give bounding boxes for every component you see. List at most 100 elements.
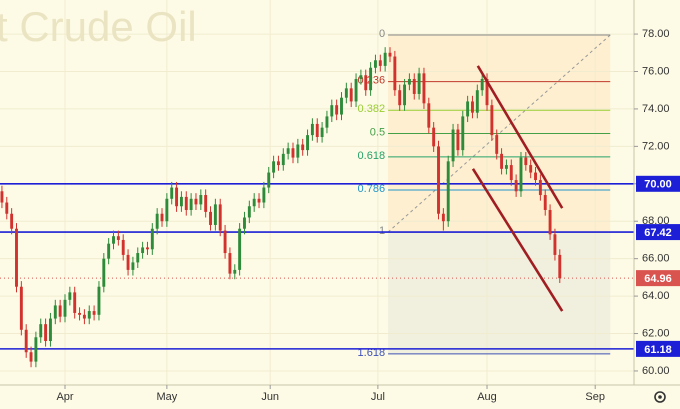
candle-body (354, 78, 358, 102)
candle-body (432, 127, 436, 147)
y-tick-label: 72.00 (642, 140, 670, 152)
candle-body (335, 105, 339, 115)
candle-body (281, 153, 285, 166)
candle-body (446, 161, 450, 222)
candle-body (87, 311, 91, 319)
candle-body (538, 180, 542, 196)
candle-body (150, 228, 154, 250)
candle-body (412, 78, 416, 94)
candle-body (189, 198, 193, 210)
candles (0, 47, 562, 368)
candle-body (349, 88, 353, 102)
candle-body (451, 129, 455, 162)
level-box (636, 175, 680, 192)
candle-body (378, 60, 382, 66)
gear-center[interactable] (658, 395, 662, 399)
candle-body (238, 228, 242, 270)
candle-body (383, 52, 387, 66)
candle-body (475, 90, 479, 113)
candle-body (514, 180, 518, 192)
y-tick-label: 64.00 (642, 290, 670, 302)
candle-body (388, 52, 392, 57)
candle-body (403, 84, 407, 106)
fib-label: 0.618 (358, 150, 386, 162)
level-box (636, 340, 680, 357)
y-tick-label: 62.00 (642, 327, 670, 339)
candle-body (257, 198, 261, 203)
candle-body (78, 312, 82, 315)
candle-body (15, 228, 18, 287)
fib-label: 0 (379, 28, 385, 40)
candle-body (29, 352, 33, 362)
candle-body (165, 198, 169, 222)
candle-body (170, 187, 174, 199)
candle-body (218, 204, 222, 231)
fib-area (388, 35, 611, 354)
candle-body (485, 78, 489, 106)
fib-label: 0.5 (370, 126, 385, 138)
candle-body (73, 292, 77, 313)
axes: 60.0062.0064.0066.0068.0070.0072.0074.00… (56, 28, 680, 403)
candle-body (233, 269, 237, 274)
candle-body (209, 211, 212, 225)
candle-body (359, 75, 363, 79)
candle-body (5, 202, 9, 214)
candle-body (325, 116, 329, 128)
levels (0, 182, 634, 350)
candle-body (10, 213, 14, 229)
candle-body (126, 254, 130, 270)
x-tick-label: Apr (56, 391, 73, 403)
candle-body (519, 157, 523, 192)
candle-body (155, 213, 159, 229)
candle-body (184, 196, 188, 210)
fib-label: 1 (379, 225, 385, 237)
candle-body (48, 318, 52, 342)
candle-body (179, 196, 183, 207)
trendline (476, 65, 564, 209)
candle-body (247, 206, 251, 218)
price-label: 64.96 (644, 273, 672, 285)
candle-body (296, 144, 300, 158)
candle-body (369, 67, 373, 91)
candle-body (437, 146, 440, 214)
candle-body (466, 101, 470, 117)
candle-body (500, 153, 504, 169)
candle-body (39, 324, 43, 338)
candle-body (243, 217, 246, 229)
candle-body (116, 236, 120, 240)
candle-body (136, 253, 140, 263)
candle-body (252, 198, 256, 207)
candle-body (44, 324, 48, 342)
fib-label: 1.618 (358, 347, 386, 359)
candle-body (441, 213, 445, 222)
candle-body (160, 213, 164, 222)
candle-body (364, 75, 368, 91)
candle-body (553, 234, 557, 255)
candle-body (121, 239, 125, 255)
level-label: 61.18 (644, 344, 672, 356)
gear[interactable] (654, 391, 666, 403)
y-tick-label: 66.00 (642, 253, 670, 265)
trendlines (471, 65, 564, 312)
candle-body (310, 123, 314, 136)
candle-body (272, 161, 276, 173)
candle-body (301, 144, 305, 151)
price-box (636, 270, 680, 287)
candle-body (53, 305, 57, 319)
y-tick-label: 74.00 (642, 103, 670, 115)
candle-body (471, 101, 474, 113)
candle-body (107, 243, 111, 259)
candle-body (141, 247, 145, 254)
candle-body (548, 210, 552, 235)
candle-body (102, 258, 106, 287)
settings-icon[interactable] (654, 391, 666, 403)
candle-body (306, 135, 309, 151)
fib-diagonal (387, 34, 611, 233)
candle-body (373, 60, 377, 68)
x-tick-label: May (156, 391, 177, 403)
candle-body (286, 148, 290, 154)
candle-body (204, 195, 208, 212)
